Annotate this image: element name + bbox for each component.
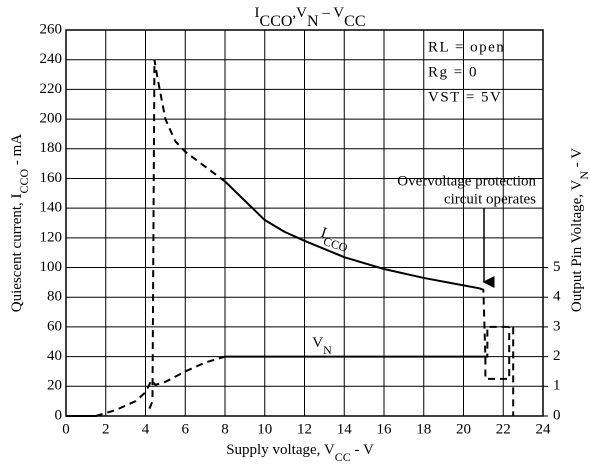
y-tick-label: 140 <box>40 200 63 216</box>
y-tick-label: 120 <box>40 229 63 245</box>
x-tick-label: 18 <box>416 421 431 437</box>
y-tick-label: 60 <box>47 318 62 334</box>
y-tick-label: 100 <box>40 259 63 275</box>
chart-title-part: N <box>307 13 319 30</box>
y2-tick-label: 2 <box>553 348 561 364</box>
y-axis-label: Quiescent current, ICCO - mA <box>9 134 30 313</box>
annotation: Rg = 0 <box>428 64 478 80</box>
x-axis-label-part: - V <box>351 442 374 458</box>
x-axis-label: Supply voltage, VCC - V <box>226 442 374 463</box>
chart-title-part: CCO <box>260 13 293 30</box>
x-tick-label: 12 <box>297 421 312 437</box>
x-tick-label: 4 <box>142 421 150 437</box>
series-label-part: CCO <box>322 234 350 255</box>
series-label: VN <box>312 335 332 356</box>
y-tick-label: 20 <box>47 378 62 394</box>
chart-title: ICCO,VN – VCC <box>255 5 366 30</box>
y-tick-label: 220 <box>40 81 63 97</box>
y-tick-label: 40 <box>47 348 62 364</box>
y-axis-label-part: Quiescent current, I <box>9 193 25 312</box>
y2-tick-label: 1 <box>553 378 561 394</box>
y-tick-label: 260 <box>40 21 63 37</box>
x-tick-label: 2 <box>102 421 110 437</box>
y2-tick-label: 0 <box>553 407 561 423</box>
curve <box>148 59 226 409</box>
y2-axis-label-part: - V <box>569 148 585 171</box>
y2-axis-label-part: Output Pin Voltage, V <box>569 179 585 312</box>
chart-title-part: – V <box>319 5 345 21</box>
x-tick-label: 10 <box>257 421 272 437</box>
series-label-part: V <box>312 335 323 351</box>
x-tick-label: 16 <box>377 421 393 437</box>
series-label-part: I <box>319 225 329 242</box>
x-tick-label: 24 <box>536 421 552 437</box>
y-tick-label: 80 <box>47 289 62 305</box>
x-tick-label: 8 <box>221 421 229 437</box>
series-label: ICCO <box>317 225 352 255</box>
annotation: Overvoltage protection <box>397 173 536 189</box>
y2-axis-label: Output Pin Voltage, VN - V <box>569 148 590 312</box>
chart-title-part: CC <box>344 13 365 30</box>
y2-tick-label: 3 <box>553 318 561 334</box>
x-axis-label-part: Supply voltage, V <box>226 442 335 458</box>
curve <box>95 355 226 417</box>
x-tick-label: 0 <box>62 421 70 437</box>
chart-title-part: ,V <box>292 5 307 21</box>
x-axis-label-part: CC <box>335 450 351 464</box>
annotation: VST = 5V <box>428 89 502 105</box>
x-tick-label: 14 <box>337 421 353 437</box>
x-tick-label: 6 <box>182 421 190 437</box>
x-tick-label: 22 <box>496 421 511 437</box>
curve <box>479 287 511 380</box>
y-tick-label: 180 <box>40 140 63 156</box>
annotation: circuit operates <box>444 191 536 207</box>
curve <box>483 325 515 416</box>
curve <box>224 180 480 290</box>
y2-tick-label: 5 <box>553 259 561 275</box>
y2-axis-label-part: N <box>577 171 590 180</box>
y-tick-label: 240 <box>40 51 63 67</box>
y2-tick-label: 4 <box>553 289 561 305</box>
y-tick-label: 160 <box>40 170 63 186</box>
y-tick-label: 200 <box>40 111 63 127</box>
y-axis-label-part: CCO <box>17 168 31 193</box>
y-axis-label-part: - mA <box>9 134 25 169</box>
annotation: RL = open <box>428 39 505 55</box>
x-tick-label: 20 <box>456 421 471 437</box>
series-label-part: N <box>323 343 332 357</box>
y-tick-label: 0 <box>55 407 63 423</box>
chart-title-part: I <box>255 5 260 21</box>
